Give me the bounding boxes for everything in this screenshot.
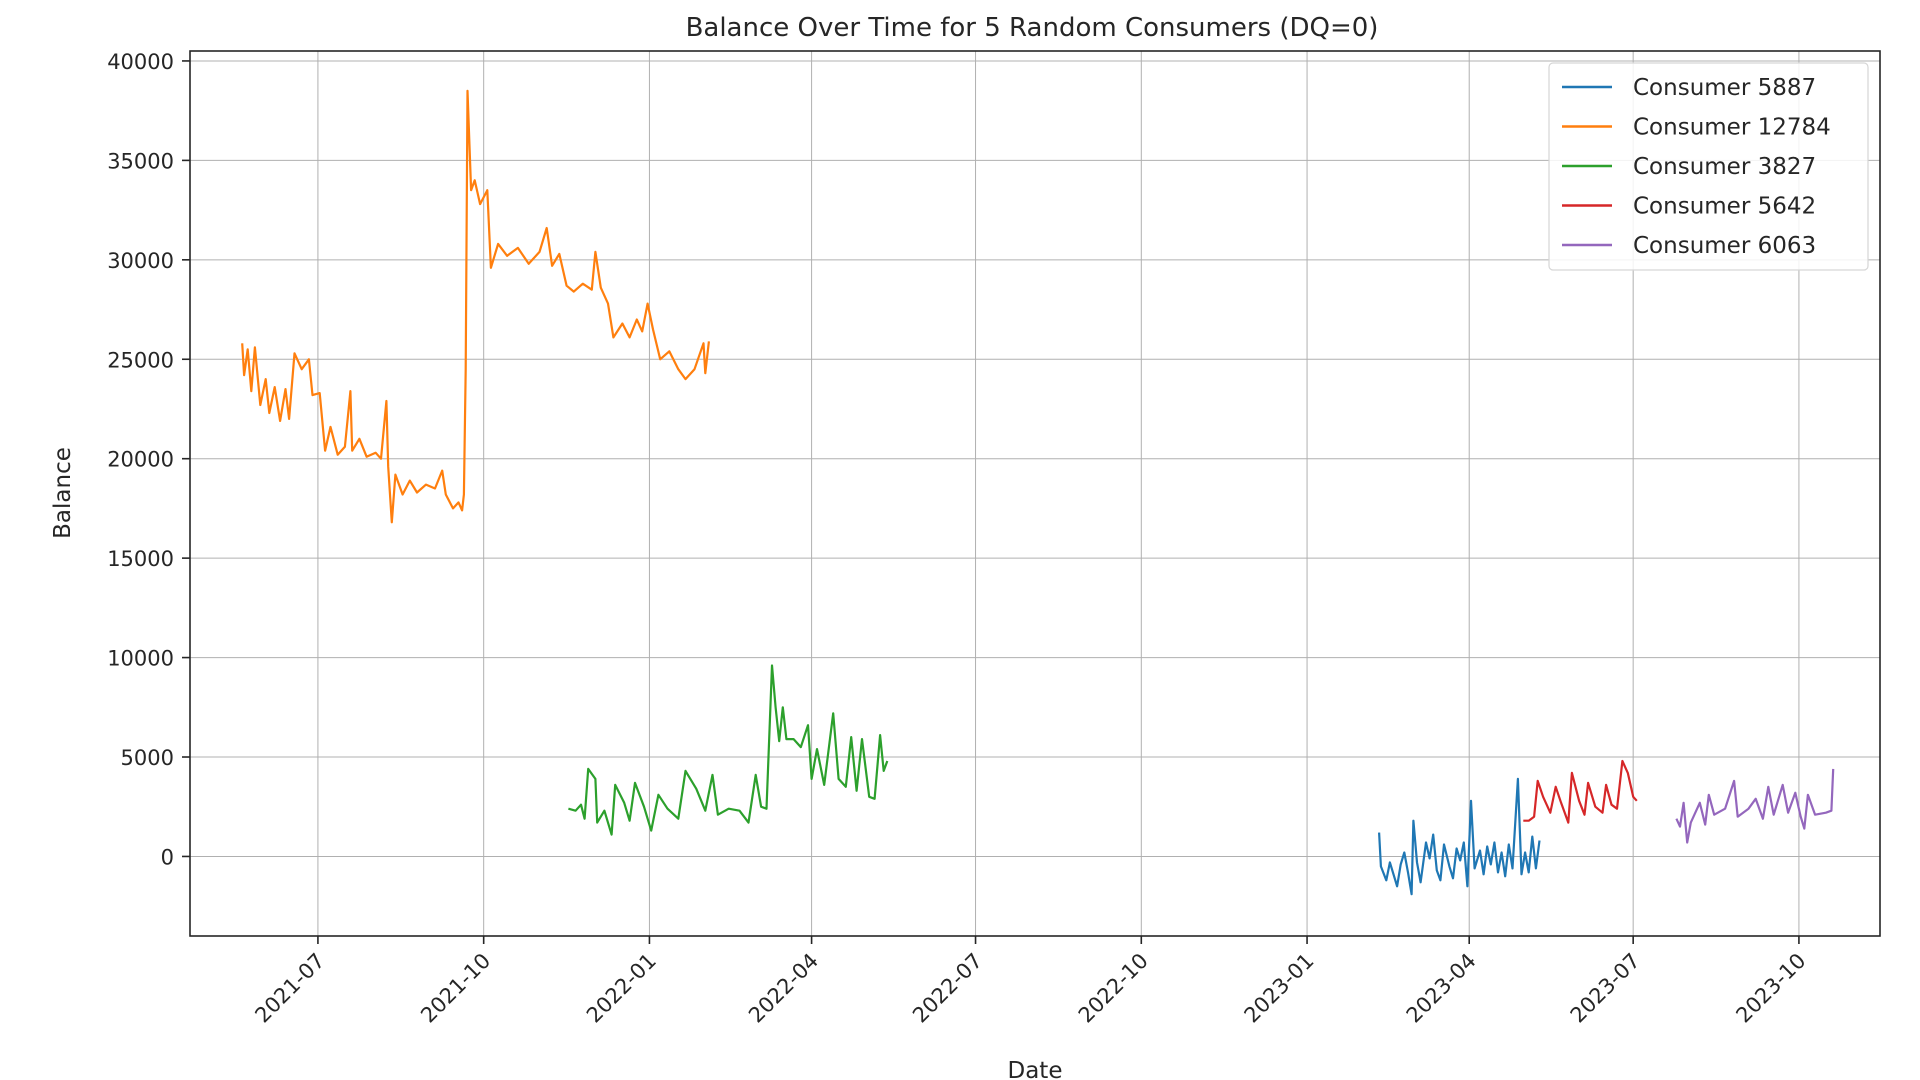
series-line-consumer-6063 [1675, 768, 1835, 844]
y-tick-label: 5000 [121, 746, 174, 770]
x-tick-label: 2022-04 [744, 949, 823, 1028]
x-tick-label: 2023-04 [1402, 949, 1481, 1028]
plot-frame [189, 50, 1881, 937]
x-tick-label: 2022-01 [582, 949, 661, 1028]
y-tick-label: 30000 [107, 249, 174, 273]
x-tick-label: 2021-10 [416, 949, 495, 1028]
x-tick-label: 2021-07 [250, 949, 329, 1028]
series-line-consumer-12784 [241, 89, 710, 524]
y-tick-label: 40000 [107, 50, 174, 74]
x-tick-label: 2023-10 [1731, 949, 1810, 1028]
y-tick-label: 20000 [107, 448, 174, 472]
y-tick-label: 25000 [107, 348, 174, 372]
x-axis-label: Date [1008, 1058, 1063, 1080]
legend-label: Consumer 12784 [1633, 115, 1831, 141]
x-tick-label: 2022-10 [1074, 949, 1153, 1028]
x-axis-ticks: 2021-07 2021-10 2022-01 2022-04 2022-07 2022-… [250, 936, 1810, 1028]
legend-label: Consumer 6063 [1633, 233, 1816, 259]
legend-label: Consumer 5887 [1633, 75, 1816, 101]
x-tick-label: 2022-07 [908, 949, 987, 1028]
y-axis-ticks: 0 5000 10000 15000 20000 25000 30000 35000 40000 [107, 50, 190, 869]
y-tick-label: 35000 [107, 149, 174, 173]
series-lines [241, 89, 1835, 896]
legend-label: Consumer 3827 [1633, 154, 1816, 180]
y-axis-label: Balance [50, 447, 76, 539]
x-tick-label: 2023-01 [1240, 949, 1319, 1028]
legend: Consumer 5887 Consumer 12784 Consumer 3827… [1548, 62, 1869, 271]
y-tick-label: 10000 [107, 647, 174, 671]
series-line-consumer-5642 [1523, 759, 1638, 824]
legend-box [1548, 62, 1869, 271]
y-tick-label: 15000 [107, 547, 174, 571]
grid [190, 51, 1880, 936]
series-line-consumer-5887 [1378, 777, 1541, 896]
legend-label: Consumer 5642 [1633, 194, 1816, 220]
y-tick-label: 0 [161, 845, 174, 869]
x-tick-label: 2023-07 [1566, 949, 1645, 1028]
chart-title: Balance Over Time for 5 Random Consumers… [686, 13, 1379, 43]
series-line-consumer-3827 [568, 664, 889, 836]
